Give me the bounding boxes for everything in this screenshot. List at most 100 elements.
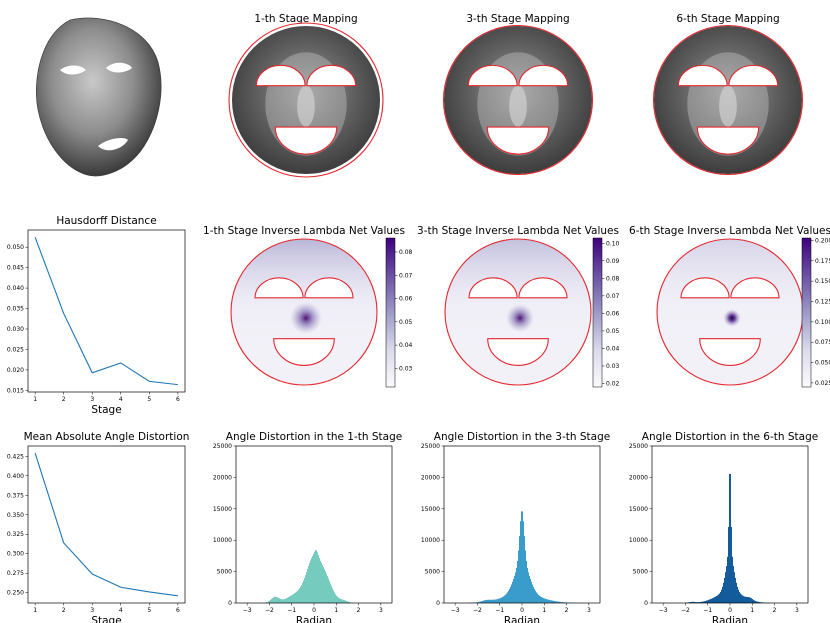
histogram-bar [717, 594, 719, 603]
histogram-bar [298, 588, 300, 603]
face-eye-hole-left [60, 65, 86, 75]
histogram-bar [716, 595, 718, 603]
histogram-bar [306, 569, 308, 603]
histogram-bar [319, 558, 321, 603]
histogram-bar [482, 600, 484, 603]
histogram-bar [713, 597, 715, 603]
y-tick-label: 20000 [629, 474, 648, 481]
histogram-bar [338, 597, 340, 603]
histogram-bar [483, 600, 485, 603]
histogram-bar [294, 592, 296, 603]
histogram-bar [553, 600, 555, 603]
histogram-bar [751, 598, 753, 603]
histogram-bar [540, 596, 542, 603]
axes-frame [27, 229, 186, 393]
histogram-bar [293, 593, 295, 603]
histogram-bar [692, 601, 694, 603]
histogram-bar [501, 597, 503, 603]
heatmap-eye-hole-left [254, 277, 304, 299]
histogram-bar [754, 600, 756, 603]
histogram-bar [550, 600, 552, 603]
x-tick-label: −3 [451, 607, 460, 614]
histogram-bar [543, 598, 545, 603]
histogram-bar [701, 601, 703, 603]
histogram-bar [345, 600, 347, 603]
histogram-bar [699, 601, 701, 603]
histogram-bar [531, 581, 533, 603]
colorbar-tick-label: 0.06 [399, 296, 413, 303]
mapping-nose-highlight [719, 85, 737, 127]
colorbar-tick-label: 0.02 [606, 380, 620, 387]
histogram-bar [696, 602, 698, 603]
histogram-bar [527, 567, 529, 603]
histogram-bar [320, 560, 322, 603]
histogram-bar [336, 595, 338, 603]
x-axis-label: Stage [91, 615, 121, 623]
histogram-bar [495, 599, 497, 603]
colorbar-tick-label: 0.05 [606, 328, 620, 335]
histogram-bar [506, 592, 508, 603]
histogram-bar [329, 581, 331, 603]
histogram-bar [322, 564, 324, 603]
histogram-bar [727, 526, 729, 603]
histogram-bar [734, 572, 736, 603]
histogram-bar [558, 601, 560, 603]
histogram-bar [291, 594, 293, 603]
heatmap-title: 3-th Stage Inverse Lambda Net Values [417, 225, 619, 237]
histogram-bar [497, 598, 499, 603]
mapping-title: 3-th Stage Mapping [466, 13, 569, 25]
chart-title: Hausdorff Distance [56, 215, 156, 227]
histogram-bar [343, 599, 345, 603]
mapping-nose-highlight [297, 85, 315, 127]
histogram-bar [321, 562, 323, 603]
y-tick-label: 0.325 [7, 531, 24, 538]
y-tick-label: 25000 [629, 443, 648, 450]
x-tick-label: 1 [33, 607, 37, 614]
histogram-bar [721, 586, 723, 603]
heatmap-eye-hole-right [304, 277, 354, 299]
histogram-bar [545, 598, 547, 603]
colorbar-tick-label: 0.06 [606, 310, 620, 317]
axes-frame [27, 445, 186, 604]
histogram-bar [268, 600, 270, 603]
histogram-bar [347, 601, 349, 603]
histogram-bar [507, 590, 509, 603]
x-tick-label: 1 [542, 607, 546, 614]
mapping-eye-hole-left [467, 64, 518, 87]
histogram-bar [340, 598, 342, 603]
x-tick-label: 5 [147, 607, 151, 614]
histogram-bar [335, 594, 337, 603]
mapping-eye-hole-left [255, 64, 306, 87]
mapping-title: 6-th Stage Mapping [676, 13, 779, 25]
histogram-bar [271, 598, 273, 603]
histogram-bar [737, 586, 739, 603]
histogram-bar [270, 598, 272, 603]
x-tick-label: 5 [147, 396, 151, 403]
histogram-bar [704, 600, 706, 603]
histogram-bar [513, 575, 515, 603]
histogram-bar [491, 599, 493, 603]
histogram-bar [693, 601, 695, 603]
heatmap-hot-spot [506, 304, 534, 332]
stage-mapping-panel-2: 3-th Stage Mapping [442, 13, 594, 176]
y-tick-label: 0 [228, 600, 232, 607]
histogram-bar [286, 597, 288, 603]
y-tick-label: 0.045 [7, 265, 24, 272]
histogram-bar [349, 602, 351, 603]
histogram-bar [502, 596, 504, 603]
histogram-bar [523, 521, 525, 603]
x-tick-label: 3 [379, 607, 383, 614]
histogram-bar [278, 598, 280, 603]
histogram-bar [694, 602, 696, 603]
histogram-bar [333, 590, 335, 603]
histogram-bar [749, 597, 751, 603]
histogram-bar [281, 599, 283, 603]
colorbar-tick-label: 0.04 [606, 345, 620, 352]
histogram-bar [310, 558, 312, 603]
histogram-bar [486, 599, 488, 603]
histogram-bar [297, 589, 299, 603]
histogram-bar [509, 586, 511, 603]
inverse-lambda-row: 1-th Stage Inverse Lambda Net Values 0.03… [203, 225, 830, 387]
y-tick-label: 0.025 [7, 346, 24, 353]
histogram-bar [505, 593, 507, 603]
